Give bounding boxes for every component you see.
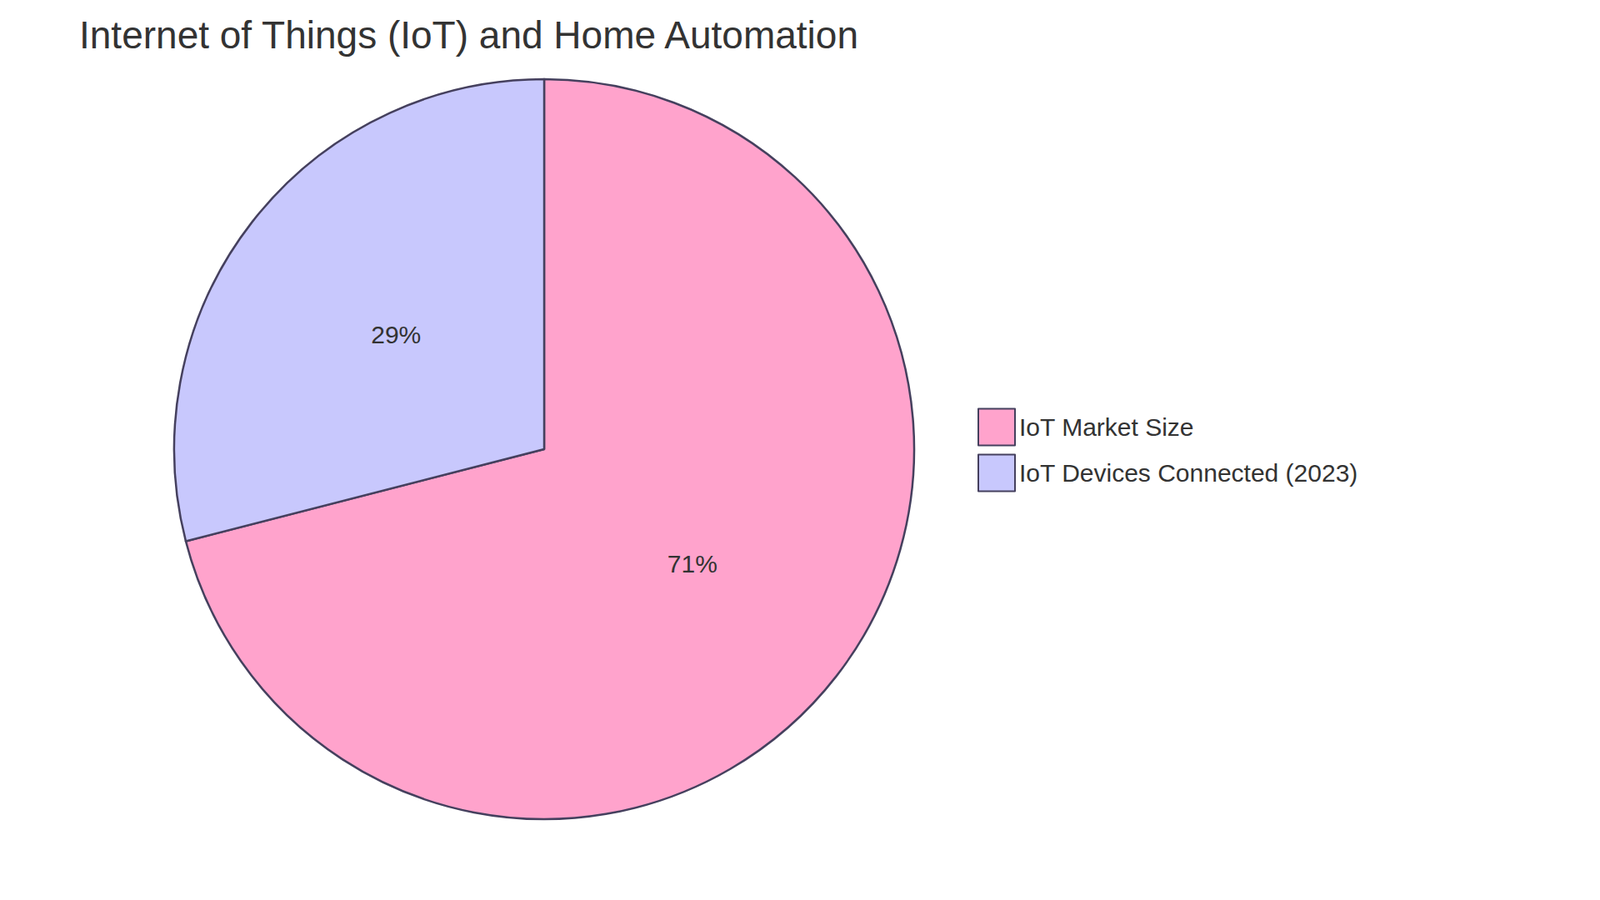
svg-text:IoT Devices Connected (2023): IoT Devices Connected (2023) xyxy=(1019,459,1358,487)
svg-text:Internet of Things (IoT) and H: Internet of Things (IoT) and Home Automa… xyxy=(79,13,859,57)
svg-text:29%: 29% xyxy=(370,320,421,349)
svg-text:71%: 71% xyxy=(667,550,718,578)
svg-text:IoT Market Size: IoT Market Size xyxy=(1019,413,1195,441)
